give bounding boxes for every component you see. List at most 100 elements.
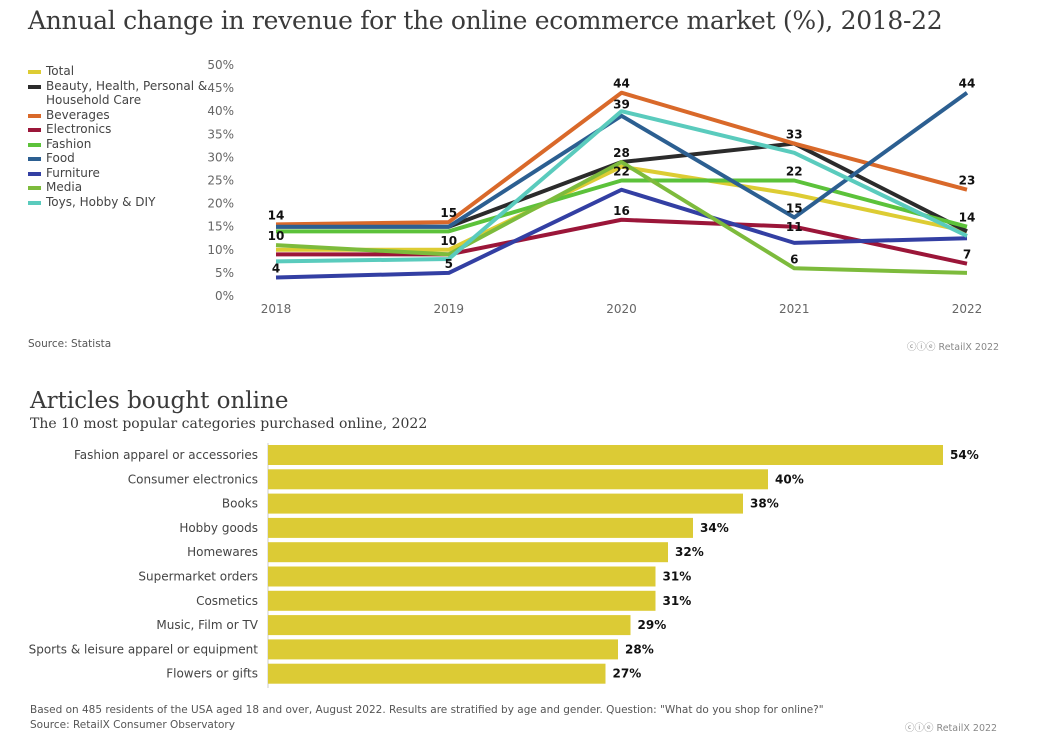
- x-tick-label: 2021: [779, 302, 810, 316]
- bar-value-label: 32%: [675, 545, 704, 559]
- bar: [268, 469, 768, 490]
- legend-item: Electronics: [28, 122, 208, 137]
- line-chart-legend: Total Beauty, Health, Personal & Househol…: [28, 64, 208, 209]
- y-tick-label: 25%: [207, 174, 234, 188]
- legend-label: Fashion: [46, 136, 92, 151]
- data-label: 7: [963, 248, 971, 262]
- legend-swatch: [28, 171, 41, 176]
- bar: [268, 566, 656, 587]
- bar-value-label: 40%: [775, 472, 804, 486]
- legend-item: Toys, Hobby & DIY: [28, 195, 208, 210]
- legend-item: Food: [28, 151, 208, 166]
- legend-swatch: [28, 70, 41, 74]
- legend-swatch: [28, 186, 41, 190]
- series-line: [275, 187, 968, 280]
- bar: [268, 590, 656, 611]
- legend-swatch: [28, 84, 41, 89]
- series-line: [275, 109, 968, 264]
- data-label: 44: [959, 77, 976, 91]
- y-tick-label: 5%: [215, 266, 234, 280]
- category-label: Books: [222, 497, 258, 511]
- data-label: 44: [613, 77, 630, 91]
- credit-text: RetailX 2022: [938, 342, 1000, 353]
- data-label: 15: [786, 201, 803, 215]
- data-label: 16: [613, 204, 630, 218]
- category-label: Consumer electronics: [128, 472, 258, 486]
- bar-value-label: 31%: [663, 594, 692, 608]
- series-line: [275, 90, 968, 227]
- legend-item: Total: [28, 64, 208, 79]
- bar: [268, 445, 943, 465]
- data-label: 28: [613, 146, 630, 160]
- series-line: [276, 91, 969, 229]
- data-label: 22: [613, 165, 630, 179]
- bar: [268, 517, 693, 538]
- y-tick-label: 50%: [207, 58, 234, 72]
- legend-swatch: [28, 200, 41, 205]
- category-label: Music, Film or TV: [156, 618, 258, 632]
- bar-value-label: 31%: [663, 570, 692, 584]
- legend-swatch: [28, 157, 41, 161]
- bar: [268, 663, 606, 684]
- series-line: [276, 178, 968, 234]
- creative-commons-icon: ⓒⓘⓔ: [905, 723, 937, 734]
- category-label: Flowers or gifts: [166, 667, 258, 681]
- bar-chart-subtitle: The 10 most popular categories purchased…: [30, 416, 428, 432]
- data-label: 39: [613, 98, 630, 112]
- legend-swatch: [28, 113, 41, 118]
- bar-value-label: 29%: [638, 618, 667, 632]
- data-label: 14: [959, 211, 976, 225]
- bar-value-label: 54%: [950, 448, 979, 462]
- series-line: [276, 217, 968, 266]
- legend-swatch: [28, 128, 41, 132]
- category-label: Hobby goods: [179, 521, 258, 535]
- data-label: 14: [268, 208, 285, 222]
- credit-text: RetailX 2022: [936, 723, 998, 734]
- bar: [268, 639, 618, 660]
- legend-label: Furniture: [46, 165, 100, 180]
- bar-value-label: 38%: [750, 497, 779, 511]
- creative-commons-icon: ⓒⓘⓔ: [907, 342, 939, 353]
- bar-chart-credit: ⓒⓘⓔ RetailX 2022: [905, 720, 997, 734]
- bar-value-label: 34%: [700, 521, 729, 535]
- data-label: 11: [786, 220, 803, 234]
- data-label: 10: [440, 234, 457, 248]
- series-line: [275, 160, 968, 275]
- y-tick-label: 0%: [215, 289, 234, 303]
- legend-label: Total: [46, 64, 75, 78]
- legend-label: Beauty, Health, Personal & Household Car…: [46, 78, 208, 108]
- legend-item: Beauty, Health, Personal & Household Car…: [28, 79, 208, 108]
- bar: [268, 493, 743, 514]
- category-label: Cosmetics: [196, 594, 258, 608]
- legend-item: Media: [28, 180, 208, 195]
- x-tick-label: 2018: [261, 302, 292, 316]
- y-tick-label: 20%: [207, 197, 234, 211]
- y-tick-label: 15%: [207, 220, 234, 234]
- bar-chart-source: Source: RetailX Consumer Observatory: [30, 719, 235, 731]
- x-tick-label: 2019: [433, 302, 464, 316]
- y-tick-label: 30%: [207, 150, 234, 164]
- y-tick-label: 35%: [207, 127, 234, 141]
- legend-item: Fashion: [28, 137, 208, 152]
- y-tick-label: 45%: [207, 81, 234, 95]
- legend-label: Toys, Hobby & DIY: [46, 194, 156, 209]
- line-chart-credit: ⓒⓘⓔ RetailX 2022: [907, 339, 999, 353]
- data-label: 4: [272, 262, 280, 276]
- data-label: 22: [786, 165, 803, 179]
- bar: [268, 615, 631, 636]
- legend-item: Furniture: [28, 166, 208, 181]
- y-tick-label: 40%: [207, 104, 234, 118]
- category-label: Fashion apparel or accessories: [74, 448, 258, 462]
- legend-label: Food: [46, 151, 75, 165]
- data-label: 5: [445, 257, 453, 271]
- legend-item: Beverages: [28, 108, 208, 123]
- bar: [268, 542, 668, 563]
- bar-chart-footnote: Based on 485 residents of the USA aged 1…: [30, 704, 824, 716]
- bar-value-label: 27%: [613, 667, 642, 681]
- y-tick-label: 10%: [207, 243, 234, 257]
- data-label: 10: [268, 229, 285, 243]
- legend-label: Electronics: [46, 122, 112, 136]
- data-label: 23: [959, 174, 976, 188]
- category-label: Homewares: [187, 545, 258, 559]
